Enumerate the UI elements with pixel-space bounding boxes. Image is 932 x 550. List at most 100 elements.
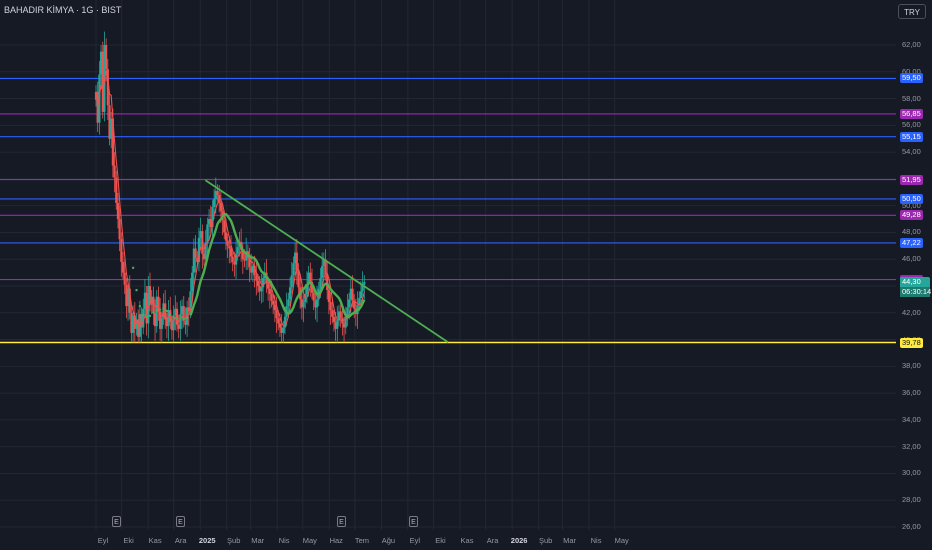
candle-body [211, 207, 214, 228]
candle-body [337, 311, 341, 320]
earnings-marker[interactable]: E [112, 516, 121, 527]
candle-body [197, 237, 201, 262]
candle-body [182, 306, 185, 321]
candle-body [344, 316, 347, 328]
x-tick-label: Eki [123, 536, 134, 545]
candle-body [115, 177, 118, 203]
candle-body [192, 248, 195, 273]
candle-body [326, 273, 329, 291]
candle-body [229, 248, 233, 257]
candle-body [213, 198, 216, 208]
candle-body [172, 315, 175, 331]
candle-body [138, 314, 141, 337]
candle-body [319, 277, 322, 289]
y-tick-label: 48,00 [902, 227, 921, 237]
candle-body [290, 275, 293, 288]
candle-body [241, 249, 244, 260]
candle-body [216, 190, 219, 195]
level-price-tag: 47,22 [900, 237, 923, 248]
x-tick-label: Nis [590, 536, 602, 545]
last-price-value: 44,30 [902, 277, 921, 286]
level-price-tag: 59,50 [900, 73, 923, 84]
candle-body [135, 319, 138, 329]
candle-body [219, 202, 222, 212]
candle-body [359, 291, 363, 299]
candle-body [283, 316, 287, 328]
candle-body [253, 265, 256, 276]
candle-body [111, 118, 114, 166]
candle-body [363, 281, 366, 285]
currency-button[interactable]: TRY [898, 4, 926, 19]
sma-slow-dot [145, 315, 148, 318]
y-tick-label: 46,00 [902, 254, 921, 264]
candle-body [191, 272, 194, 292]
candle-body [113, 165, 116, 178]
candle-body [243, 259, 246, 261]
candle-body [261, 277, 265, 288]
candle-body [348, 299, 351, 308]
candle-body [255, 275, 258, 281]
earnings-marker[interactable]: E [176, 516, 185, 527]
x-tick-label: Haz [329, 536, 343, 545]
sma-slow-dot [175, 317, 179, 320]
candle-body [125, 284, 128, 307]
candle-body [133, 315, 136, 329]
candle-body [118, 219, 121, 240]
sma-slow-dot [179, 317, 182, 320]
earnings-marker[interactable]: E [337, 516, 346, 527]
candle-body [339, 311, 342, 319]
earnings-marker[interactable]: E [409, 516, 418, 527]
candle-body [309, 272, 312, 282]
candle-body [336, 319, 339, 329]
level-price-tag: 51,95 [900, 174, 923, 185]
candle-body [361, 284, 364, 292]
candle-body [170, 322, 174, 331]
y-tick-label: 38,00 [902, 361, 921, 371]
y-tick-label: 36,00 [902, 388, 921, 398]
candle-body [106, 69, 109, 106]
sma-slow-dot [148, 314, 152, 318]
candle-body [140, 314, 143, 328]
candle-body [315, 299, 319, 308]
candle-body [351, 288, 354, 301]
candle-body [297, 269, 300, 288]
x-tick-label: 2026 [510, 536, 528, 545]
candle-body [204, 243, 207, 260]
candle-body [148, 286, 152, 305]
candle-body [268, 288, 271, 295]
candle-body [101, 51, 104, 112]
candle-body [223, 220, 226, 233]
candle-body [116, 202, 120, 220]
candle-body [202, 253, 206, 260]
level-price-tag: 56,85 [900, 108, 923, 119]
candle-body [179, 314, 182, 329]
candle-body [282, 327, 285, 333]
candle-body [267, 283, 270, 289]
candle-body [180, 306, 184, 315]
candle-body [332, 316, 336, 323]
candle-body [184, 320, 187, 325]
candle-body [153, 312, 157, 327]
y-tick-label: 62,00 [902, 40, 921, 49]
candle-body [287, 299, 290, 307]
candle-body [300, 299, 303, 308]
sma-slow-line [189, 212, 366, 319]
candle-body [321, 265, 324, 278]
candle-body [160, 318, 163, 329]
candle-body [147, 286, 150, 324]
candle-body [272, 300, 275, 305]
candle-body [224, 232, 228, 241]
sma-slow-dot [131, 266, 135, 270]
x-tick-label: Şub [227, 536, 241, 545]
candle-body [142, 308, 145, 328]
candle-body [194, 248, 197, 258]
y-tick-label: 32,00 [902, 441, 921, 451]
x-tick-label: Tem [354, 536, 369, 545]
sma-slow-dot [162, 307, 165, 310]
candle-body [342, 323, 346, 328]
candle-body [214, 190, 217, 199]
candle-body [310, 281, 314, 293]
candle-body [209, 219, 212, 228]
